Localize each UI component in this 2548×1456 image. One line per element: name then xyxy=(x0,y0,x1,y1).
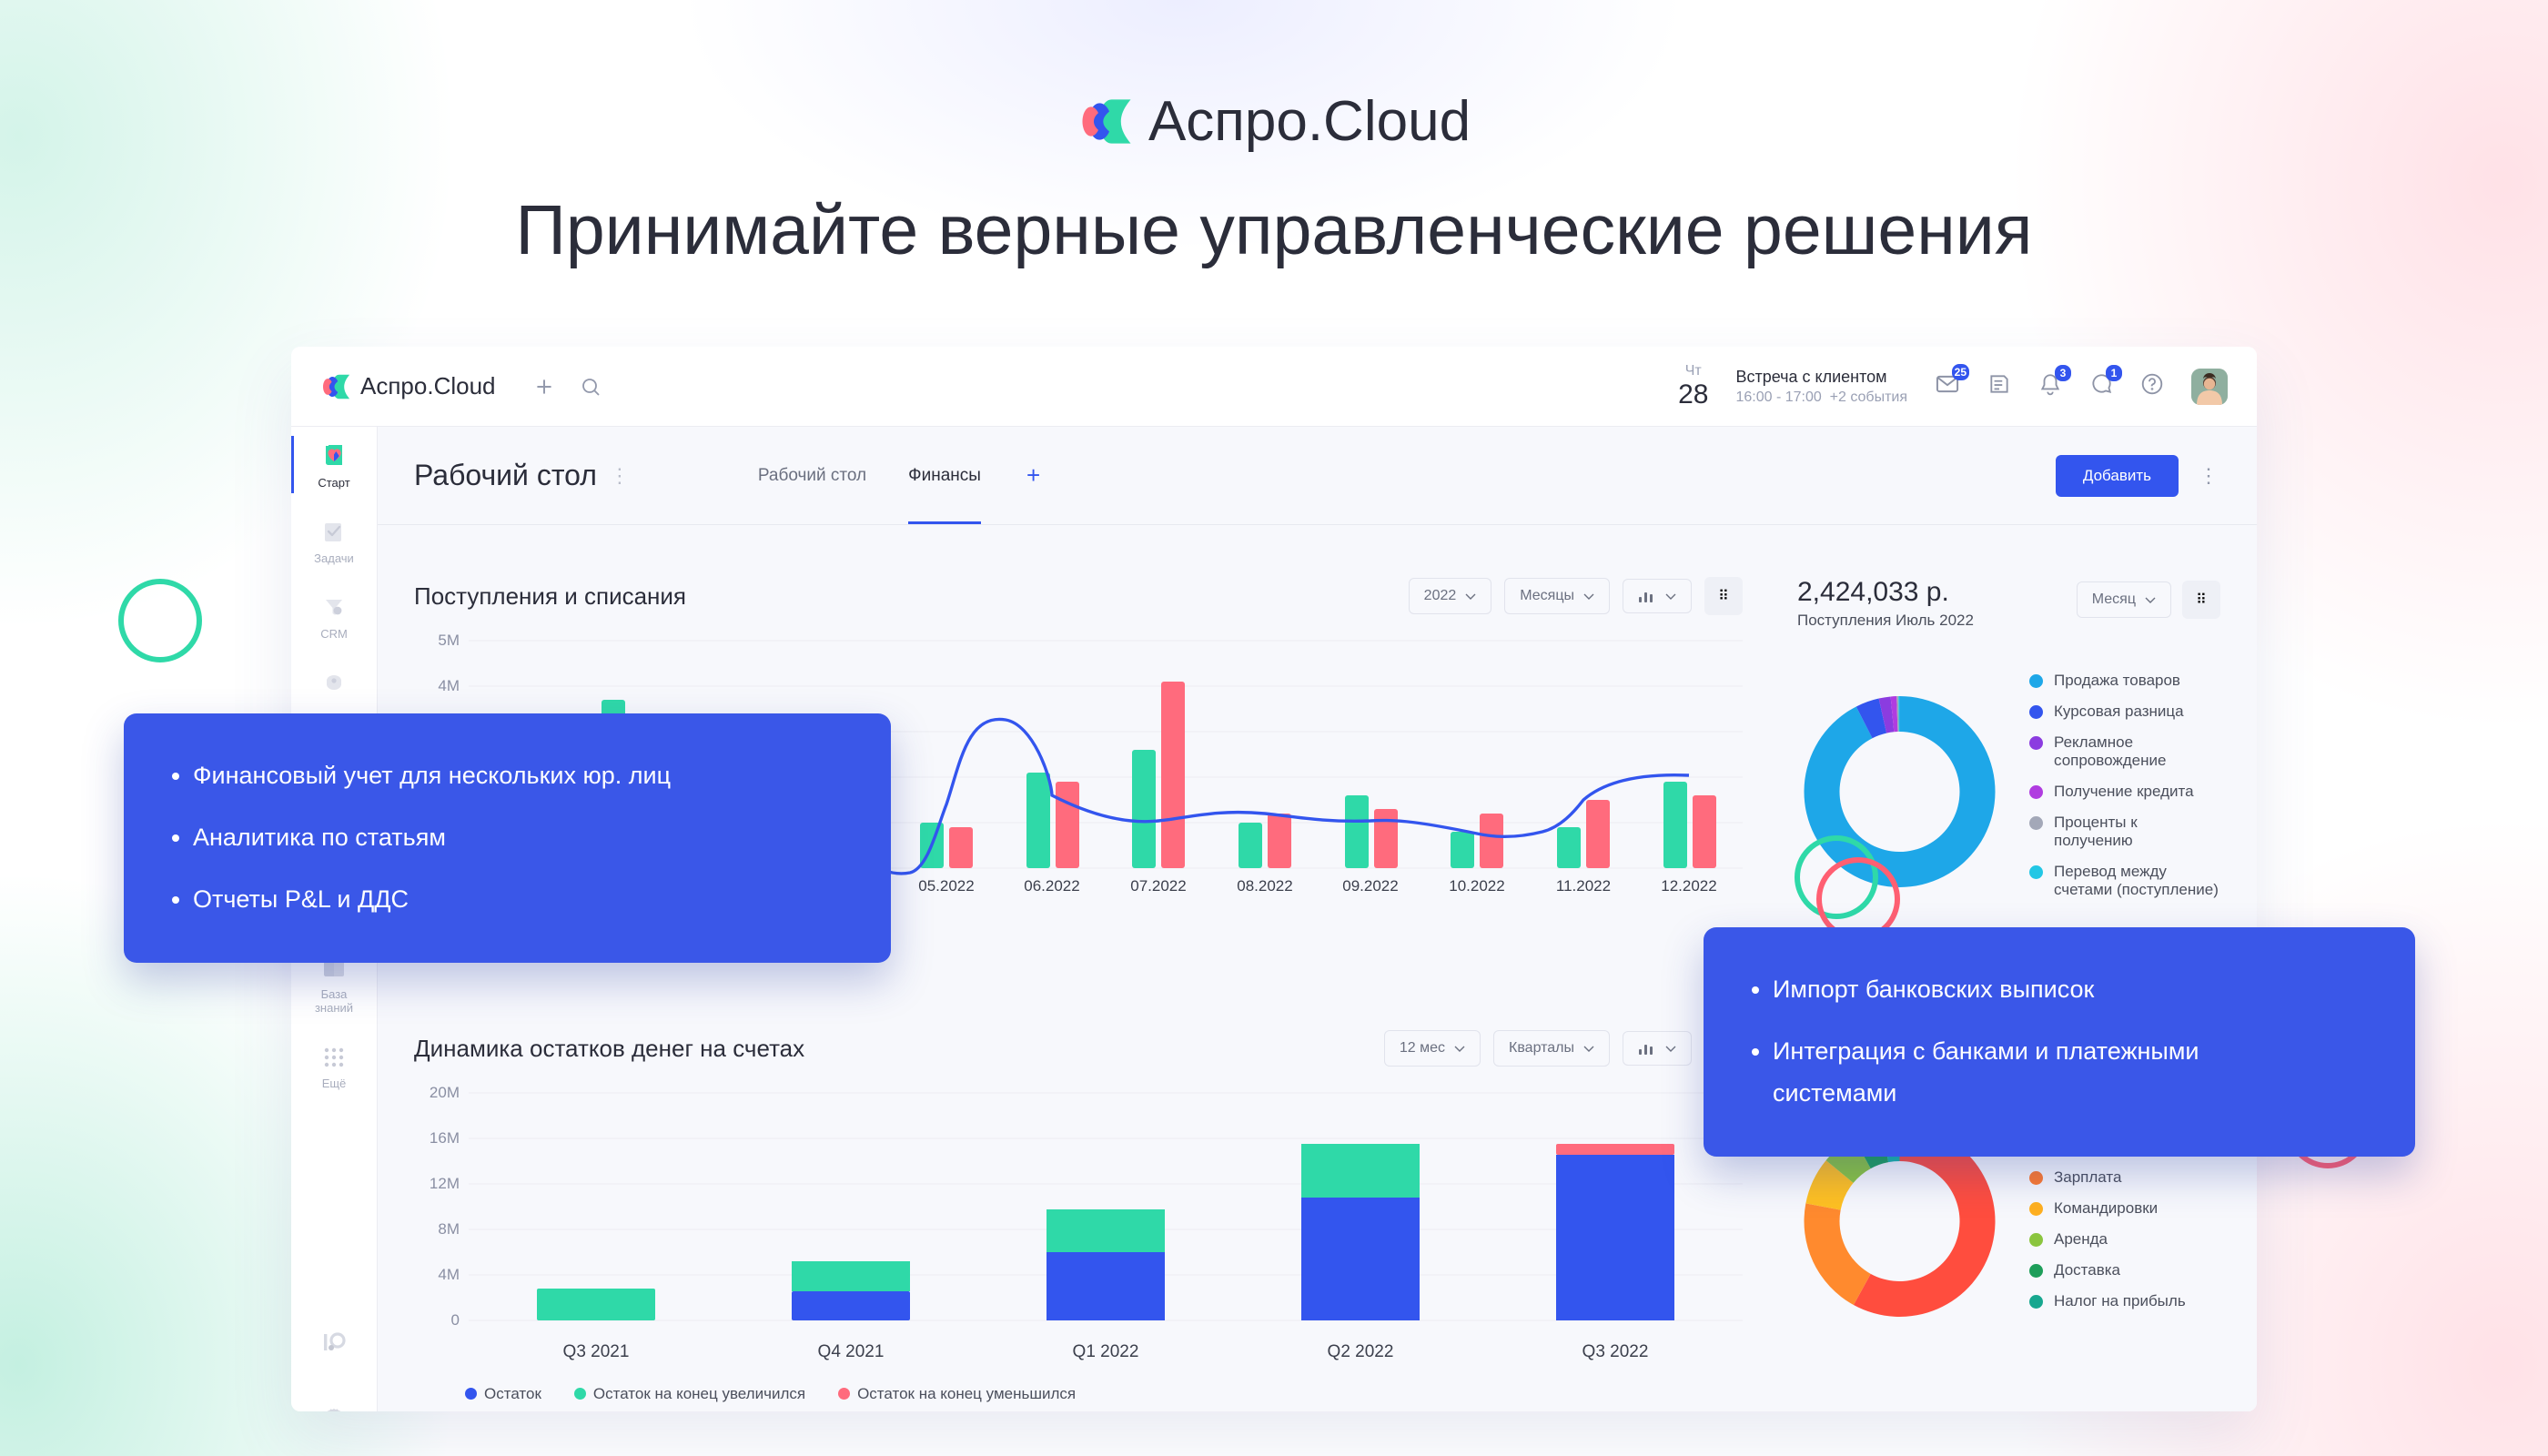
svg-text:10.2022: 10.2022 xyxy=(1449,877,1504,895)
svg-text:05.2022: 05.2022 xyxy=(918,877,974,895)
svg-text:8M: 8M xyxy=(438,1220,460,1238)
svg-text:Q3 2021: Q3 2021 xyxy=(563,1342,630,1361)
svg-text:Q1 2022: Q1 2022 xyxy=(1073,1342,1139,1361)
svg-text:5M: 5M xyxy=(438,632,460,649)
svg-text:Q2 2022: Q2 2022 xyxy=(1328,1342,1394,1361)
svg-text:12.2022: 12.2022 xyxy=(1661,877,1716,895)
svg-text:07.2022: 07.2022 xyxy=(1130,877,1186,895)
svg-text:16M: 16M xyxy=(430,1129,460,1147)
svg-text:09.2022: 09.2022 xyxy=(1342,877,1398,895)
svg-text:0: 0 xyxy=(451,1311,460,1329)
svg-text:4M: 4M xyxy=(438,1266,460,1283)
svg-text:Q3 2022: Q3 2022 xyxy=(1582,1342,1649,1361)
svg-text:20M: 20M xyxy=(430,1084,460,1101)
svg-text:06.2022: 06.2022 xyxy=(1024,877,1079,895)
svg-text:11.2022: 11.2022 xyxy=(1556,877,1611,895)
svg-text:4M: 4M xyxy=(438,677,460,694)
svg-text:12M: 12M xyxy=(430,1175,460,1192)
svg-text:08.2022: 08.2022 xyxy=(1237,877,1292,895)
svg-text:Q4 2021: Q4 2021 xyxy=(818,1342,885,1361)
